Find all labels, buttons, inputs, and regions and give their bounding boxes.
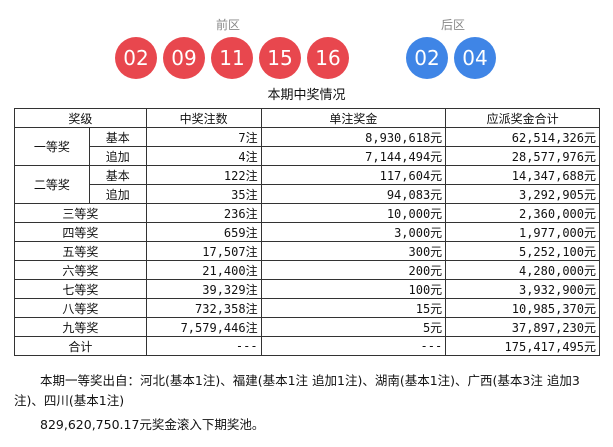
back-ball-2: 04 xyxy=(454,37,496,79)
front-ball-4: 15 xyxy=(259,37,301,79)
unit-prize: 300元 xyxy=(260,241,447,261)
draw-notes: 本期一等奖出自：河北(基本1注)、福建(基本1注 追加1注)、湖南(基本1注)、… xyxy=(14,371,604,435)
table-row: 八等奖 732,358注 15元 10,985,370元 xyxy=(14,298,600,318)
total-prize: 62,514,326元 xyxy=(445,127,600,147)
total-label: 合计 xyxy=(14,336,147,356)
table-row: 二等奖 基本 122注 117,604元 14,347,688元 xyxy=(14,165,600,204)
prize-sub-label: 追加 xyxy=(88,184,147,204)
total-prize: 5,252,100元 xyxy=(445,241,600,261)
prize-level-label: 八等奖 xyxy=(14,298,147,318)
prize-level-label: 二等奖 xyxy=(14,165,90,204)
total-count: --- xyxy=(145,336,262,356)
prize-level-label: 九等奖 xyxy=(14,317,147,337)
winner-count: 659注 xyxy=(145,222,262,242)
prize-table: 奖级 中奖注数 单注奖金 应派奖金合计 一等奖 基本 7注 8,930,618元… xyxy=(14,108,600,356)
winner-count: 4注 xyxy=(145,146,262,166)
total-prize: 1,977,000元 xyxy=(445,222,600,242)
unit-prize: 117,604元 xyxy=(260,165,447,185)
prize-sub-label: 基本 xyxy=(88,127,147,147)
prize-sub-label: 基本 xyxy=(88,165,147,185)
table-row: 一等奖 基本 7注 8,930,618元 62,514,326元 xyxy=(14,127,600,166)
unit-prize: 8,930,618元 xyxy=(260,127,447,147)
front-ball-5: 16 xyxy=(307,37,349,79)
header-unit-prize: 单注奖金 xyxy=(260,108,447,128)
unit-prize: 100元 xyxy=(260,279,447,299)
winner-count: 122注 xyxy=(145,165,262,185)
unit-prize: 94,083元 xyxy=(260,184,447,204)
header-total: 应派奖金合计 xyxy=(445,108,600,128)
table-total-row: 合计 --- --- 175,417,495元 xyxy=(14,336,600,356)
back-zone-label: 后区 xyxy=(441,18,466,32)
winner-count: 39,329注 xyxy=(145,279,262,299)
winner-count: 21,400注 xyxy=(145,260,262,280)
total-prize: 3,292,905元 xyxy=(445,184,600,204)
table-row: 六等奖 21,400注 200元 4,280,000元 xyxy=(14,260,600,280)
grand-total: 175,417,495元 xyxy=(445,336,600,356)
first-prize-origin: 本期一等奖出自：河北(基本1注)、福建(基本1注 追加1注)、湖南(基本1注)、… xyxy=(14,373,580,408)
table-row: 追加 35注 94,083元 3,292,905元 xyxy=(15,184,600,204)
winner-count: 7注 xyxy=(145,127,262,147)
front-zone-label: 前区 xyxy=(216,18,241,32)
front-zone-balls: 02 09 11 15 16 xyxy=(115,37,349,79)
total-prize: 28,577,976元 xyxy=(445,146,600,166)
jackpot-rollover: 829,620,750.17元奖金滚入下期奖池。 xyxy=(40,417,265,432)
unit-prize: 15元 xyxy=(260,298,447,318)
prize-level-label: 五等奖 xyxy=(14,241,147,261)
table-row: 追加 4注 7,144,494元 28,577,976元 xyxy=(15,146,600,166)
prize-level-label: 一等奖 xyxy=(14,127,90,166)
total-prize: 2,360,000元 xyxy=(445,203,600,223)
front-ball-3: 11 xyxy=(211,37,253,79)
prize-level-label: 七等奖 xyxy=(14,279,147,299)
front-ball-2: 09 xyxy=(163,37,205,79)
table-row: 七等奖 39,329注 100元 3,932,900元 xyxy=(14,279,600,299)
winner-count: 732,358注 xyxy=(145,298,262,318)
unit-prize: 7,144,494元 xyxy=(260,146,447,166)
table-row: 三等奖 236注 10,000元 2,360,000元 xyxy=(14,203,600,223)
winner-count: 35注 xyxy=(145,184,262,204)
winner-count: 7,579,446注 xyxy=(145,317,262,337)
front-ball-1: 02 xyxy=(115,37,157,79)
prize-level-label: 四等奖 xyxy=(14,222,147,242)
winner-count: 17,507注 xyxy=(145,241,262,261)
total-prize: 14,347,688元 xyxy=(445,165,600,185)
prize-level-label: 六等奖 xyxy=(14,260,147,280)
unit-prize: 5元 xyxy=(260,317,447,337)
winner-count: 236注 xyxy=(145,203,262,223)
unit-prize: 10,000元 xyxy=(260,203,447,223)
unit-prize: 200元 xyxy=(260,260,447,280)
prize-sub-label: 追加 xyxy=(88,146,147,166)
table-caption: 本期中奖情况 xyxy=(267,88,346,103)
back-ball-1: 02 xyxy=(406,37,448,79)
table-row: 九等奖 7,579,446注 5元 37,897,230元 xyxy=(14,317,600,337)
total-prize: 37,897,230元 xyxy=(445,317,600,337)
back-zone-balls: 02 04 xyxy=(406,37,496,79)
prize-level-label: 三等奖 xyxy=(14,203,147,223)
total-unit: --- xyxy=(260,336,447,356)
table-row: 四等奖 659注 3,000元 1,977,000元 xyxy=(14,222,600,242)
total-prize: 10,985,370元 xyxy=(445,298,600,318)
table-header-row: 奖级 中奖注数 单注奖金 应派奖金合计 xyxy=(14,108,600,128)
table-row: 五等奖 17,507注 300元 5,252,100元 xyxy=(14,241,600,261)
header-count: 中奖注数 xyxy=(145,108,262,128)
total-prize: 4,280,000元 xyxy=(445,260,600,280)
total-prize: 3,932,900元 xyxy=(445,279,600,299)
unit-prize: 3,000元 xyxy=(260,222,447,242)
header-level: 奖级 xyxy=(14,108,147,128)
